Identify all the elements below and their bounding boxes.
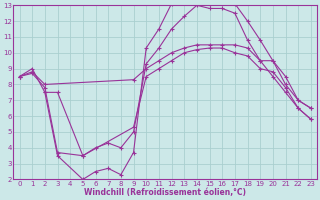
X-axis label: Windchill (Refroidissement éolien,°C): Windchill (Refroidissement éolien,°C) [84,188,246,197]
